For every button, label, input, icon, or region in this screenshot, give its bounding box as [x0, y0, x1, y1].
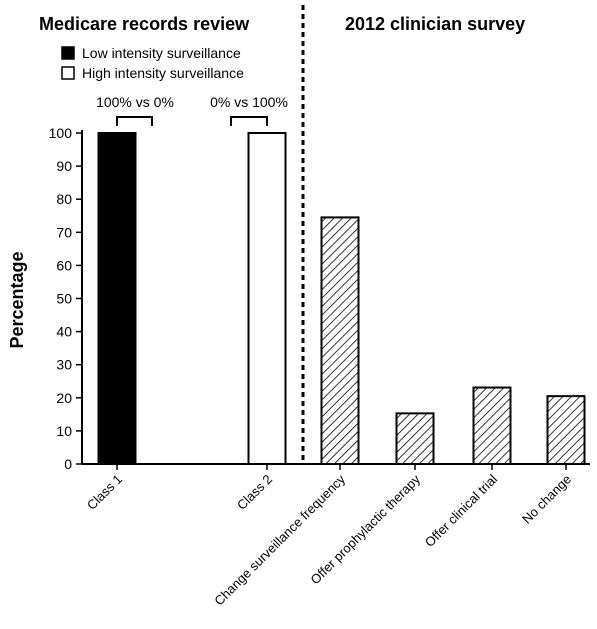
- y-tick-label: 100: [49, 125, 73, 141]
- bar-offer-clinical-trial: [472, 386, 512, 465]
- comparison-bracket: [230, 116, 268, 126]
- y-tick-label: 90: [56, 158, 72, 174]
- legend: Low intensity surveillance High intensit…: [61, 45, 244, 81]
- y-tick-label: 60: [56, 257, 72, 273]
- y-tick-label: 20: [56, 390, 72, 406]
- legend-swatch-low: [61, 46, 75, 60]
- category-label: Class 1: [84, 472, 125, 513]
- bar-class-1-low: [97, 132, 137, 465]
- legend-label-high: High intensity surveillance: [82, 65, 244, 81]
- y-tick-label: 80: [56, 191, 72, 207]
- y-tick-label: 10: [56, 423, 72, 439]
- y-tick-label: 50: [56, 291, 72, 307]
- comparison-bracket: [116, 116, 153, 126]
- bar-offer-prophylactic-therapy: [395, 412, 435, 465]
- panel-title-medicare: Medicare records review: [39, 14, 250, 34]
- y-tick-label: 40: [56, 324, 72, 340]
- comparison-label: 0% vs 100%: [210, 94, 288, 110]
- category-label: Change surveillance frequency: [211, 471, 348, 608]
- y-tick-label: 70: [56, 224, 72, 240]
- bar-change-surveillance-frequency: [320, 216, 360, 465]
- category-label: No change: [519, 472, 574, 527]
- comparison-annotations: 100% vs 0% 0% vs 100%: [96, 94, 288, 126]
- comparison-label: 100% vs 0%: [96, 94, 174, 110]
- y-tick-label: 0: [64, 456, 72, 472]
- legend-label-low: Low intensity surveillance: [82, 45, 241, 61]
- legend-swatch-high: [61, 66, 75, 80]
- panel-title-survey: 2012 clinician survey: [345, 14, 525, 34]
- bars: [97, 132, 586, 465]
- bar-class-2-high: [247, 132, 287, 465]
- bar-no-change: [546, 395, 586, 465]
- category-label: Class 2: [234, 472, 275, 513]
- y-axis-label: Percentage: [7, 251, 27, 348]
- y-tick-label: 30: [56, 357, 72, 373]
- category-label: Offer clinical trial: [422, 471, 500, 549]
